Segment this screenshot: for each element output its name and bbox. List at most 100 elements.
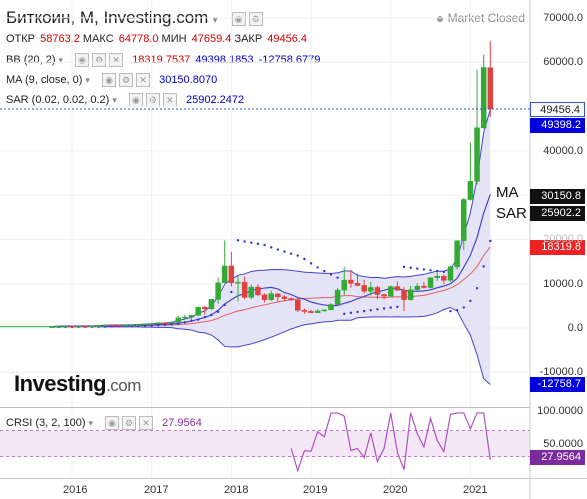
candle-body	[248, 286, 255, 298]
sar-dot	[177, 322, 180, 326]
candle-body	[62, 325, 69, 328]
chevron-down-icon[interactable]: ▾	[85, 74, 90, 85]
candle-body	[454, 240, 460, 268]
candle-body	[381, 294, 387, 297]
candle-body	[168, 321, 175, 324]
candle-body	[55, 326, 62, 328]
ohlc-row: ОТКР 58763.2 МАКС 64778.0 МИН 47659.4 ЗА…	[6, 33, 307, 45]
sar-dot	[329, 273, 333, 276]
sar-dot	[376, 308, 379, 311]
sar-dot	[223, 303, 226, 307]
chevron-down-icon[interactable]: ▾	[88, 417, 94, 428]
candle-body	[275, 293, 281, 298]
open-value: 58763.2	[40, 33, 80, 45]
logo-main: Investing	[14, 371, 107, 396]
close-icon[interactable]: ✕	[162, 93, 177, 107]
crsi-tag: 27.9564	[530, 450, 585, 465]
sar-dot	[190, 319, 193, 322]
gear-icon[interactable]: ⚙	[248, 12, 263, 27]
ma-row: MA (9, close, 0) ▾ ◉ ⚙ ✕ 30150.8070	[6, 73, 217, 87]
sar-dot	[396, 305, 399, 309]
bb-fill	[52, 109, 491, 385]
chevron-down-icon[interactable]: ▾	[58, 54, 64, 65]
candle-body	[95, 325, 102, 327]
sar-dot	[336, 276, 339, 279]
sar-dot	[389, 306, 392, 309]
candle-body	[241, 282, 248, 298]
close-icon[interactable]: ✕	[136, 73, 151, 87]
sar-dot	[289, 252, 293, 255]
candles	[49, 41, 494, 328]
candle-body	[221, 265, 228, 284]
candle-body	[387, 286, 394, 297]
sar-tools: ◉ ⚙ ✕	[126, 93, 177, 107]
gear-icon[interactable]: ⚙	[119, 73, 134, 87]
close-icon[interactable]: ✕	[139, 416, 154, 430]
candle-body	[75, 325, 82, 328]
sar-dot	[409, 266, 412, 269]
sar-dot	[243, 240, 246, 243]
sar-dot	[482, 265, 485, 268]
gear-icon[interactable]: ⚙	[92, 53, 107, 67]
sar-dot	[469, 299, 472, 303]
candle-body	[401, 289, 407, 300]
sar-dot	[270, 246, 273, 249]
candle-body	[109, 324, 115, 327]
chart-grid	[0, 0, 530, 478]
gear-icon[interactable]: ⚙	[122, 416, 137, 430]
candle-body	[261, 294, 268, 300]
sar-dot	[449, 309, 452, 313]
sar-label[interactable]: SAR (0.02, 0.02, 0.2)	[6, 93, 110, 106]
bb-lower-tag: -12758.7	[530, 377, 585, 392]
candle-body	[235, 282, 241, 284]
eye-icon[interactable]: ◉	[105, 416, 120, 430]
ma-value: 30150.8070	[159, 73, 218, 86]
chevron-down-icon[interactable]: ▾	[112, 94, 117, 105]
candle-body	[480, 67, 487, 129]
eye-icon[interactable]: ◉	[231, 12, 246, 27]
open-label: ОТКР	[6, 33, 36, 45]
price-tick: -10000.0	[539, 366, 583, 378]
bb-label[interactable]: BB (20, 2)	[6, 53, 56, 66]
bb-value-upper: 18319.7537	[132, 53, 191, 66]
candle-body	[82, 325, 89, 328]
candle-body	[447, 266, 454, 281]
eye-icon[interactable]: ◉	[102, 73, 117, 87]
sar-dot	[475, 287, 479, 290]
sar-dot	[183, 321, 187, 324]
low-label: МИН	[161, 33, 187, 45]
candle-body	[255, 286, 261, 296]
sar-dot	[216, 310, 220, 314]
year-label: 2020	[383, 484, 408, 496]
crsi-tick: 50.0000	[543, 438, 583, 450]
candle-body	[162, 322, 168, 324]
candle-body	[281, 296, 288, 299]
candle-body	[188, 315, 195, 318]
eye-icon[interactable]: ◉	[75, 53, 90, 67]
candle-body	[334, 289, 341, 305]
candle-body	[421, 285, 427, 288]
candle-body	[374, 287, 381, 295]
year-label: 2019	[303, 484, 328, 496]
bb-mid-tag: 49398.2	[530, 118, 585, 133]
close-value: 49456.4	[267, 33, 308, 45]
low-value: 47659.4	[191, 33, 232, 45]
sar-dot	[489, 239, 492, 243]
status-dot-icon	[436, 15, 443, 22]
ma-label[interactable]: MA (9, close, 0)	[6, 73, 83, 86]
candle-body	[69, 325, 75, 328]
candle-body	[427, 277, 434, 288]
ma-tag: 30150.8	[530, 189, 585, 204]
candle-body	[175, 317, 181, 323]
price-tick: 70000.0	[543, 12, 583, 24]
candle-body	[368, 287, 374, 292]
sar-dot	[196, 318, 200, 321]
crsi-label[interactable]: CRSI (3, 2, 100)	[6, 416, 86, 429]
title-tools: ◉ ⚙	[229, 9, 263, 29]
close-icon[interactable]: ✕	[109, 53, 124, 67]
sar-value: 25902.2472	[186, 93, 245, 106]
last-price-tag: 49456.4	[530, 102, 585, 117]
chevron-down-icon[interactable]: ▾	[212, 14, 218, 26]
sar-dot	[316, 266, 319, 269]
